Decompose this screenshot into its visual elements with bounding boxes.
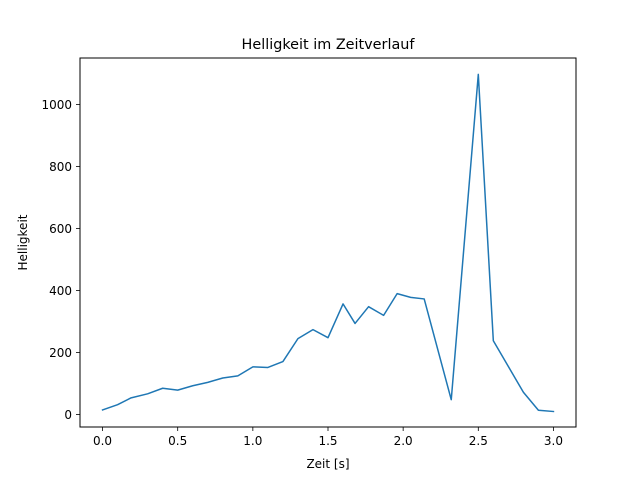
y-axis-label: Helligkeit <box>16 214 30 270</box>
x-tick-label: 3.0 <box>544 434 563 448</box>
chart-title: Helligkeit im Zeitverlauf <box>242 37 416 53</box>
x-tick-label: 2.5 <box>469 434 488 448</box>
x-tick-label: 1.0 <box>243 434 262 448</box>
x-axis-label: Zeit [s] <box>306 457 349 471</box>
x-tick-label: 1.5 <box>318 434 337 448</box>
y-tick-label: 200 <box>49 346 72 360</box>
y-tick-label: 1000 <box>41 98 72 112</box>
plot-frame <box>79 57 577 428</box>
y-tick-label: 800 <box>49 160 72 174</box>
y-tick-label: 400 <box>49 284 72 298</box>
x-tick-label: 0.5 <box>168 434 187 448</box>
x-tick-label: 2.0 <box>394 434 413 448</box>
x-tick-label: 0.0 <box>93 434 112 448</box>
y-tick-label: 600 <box>49 222 72 236</box>
series-line-0 <box>101 73 555 413</box>
plot-area: 0.0 0.5 1.0 1.5 2.0 2.5 3.0 0 200 400 600 800 1000 <box>41 73 563 448</box>
y-tick-label: 0 <box>64 408 72 422</box>
